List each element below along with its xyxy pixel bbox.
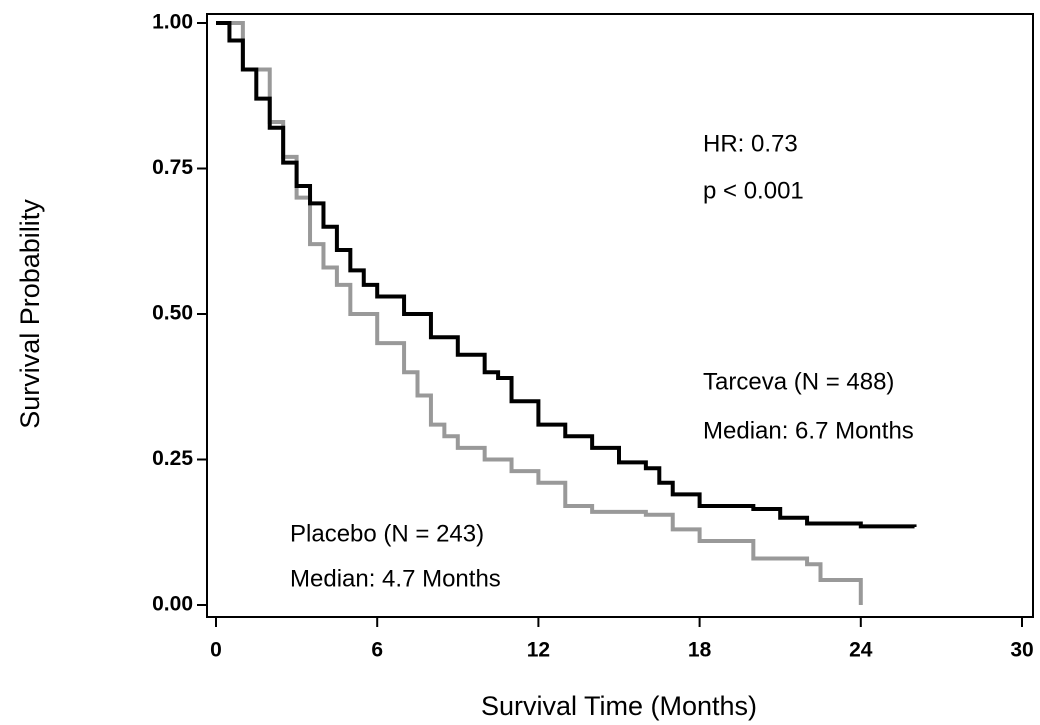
y-tick-label: 0.75	[152, 156, 193, 179]
annotation: Tarceva (N = 488)	[703, 368, 894, 395]
y-tick-label: 0.00	[152, 593, 193, 616]
annotation: Placebo (N = 243)	[290, 520, 484, 547]
x-tick-label: 30	[1010, 639, 1033, 662]
x-axis-title: Survival Time (Months)	[481, 691, 757, 721]
y-tick-label: 1.00	[152, 11, 193, 34]
annotation: Median: 6.7 Months	[703, 417, 914, 444]
x-tick-label: 24	[849, 639, 873, 662]
annotation: p < 0.001	[703, 177, 804, 204]
y-tick-label: 0.25	[152, 447, 193, 470]
x-tick-label: 6	[371, 639, 383, 662]
x-tick-label: 12	[527, 639, 550, 662]
x-tick-label: 18	[688, 639, 712, 662]
annotation: Median: 4.7 Months	[290, 565, 501, 592]
annotation: HR: 0.73	[703, 130, 798, 157]
y-tick-label: 0.50	[152, 302, 193, 325]
y-axis-title: Survival Probability	[15, 199, 45, 429]
plot-frame	[206, 13, 1034, 618]
x-tick-label: 0	[210, 639, 222, 662]
survival-curve	[216, 21, 863, 605]
survival-curve	[216, 21, 917, 529]
